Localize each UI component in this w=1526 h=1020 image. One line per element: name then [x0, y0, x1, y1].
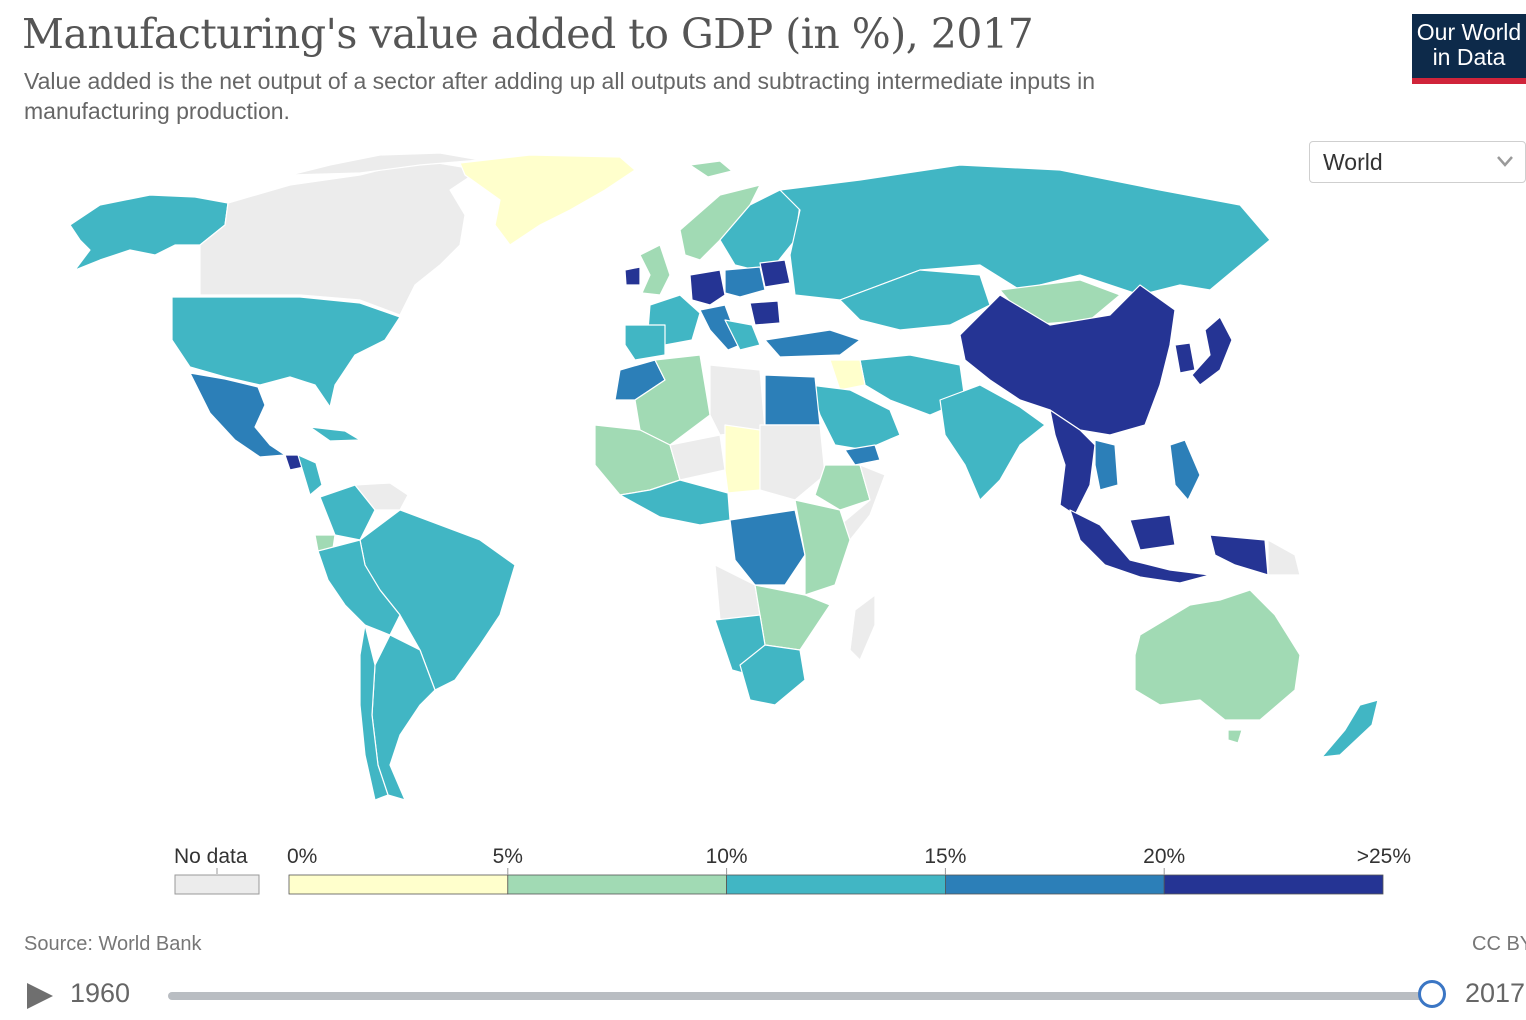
region-egypt[interactable] — [764, 374, 821, 426]
region-korea[interactable] — [1174, 342, 1196, 374]
region-philippines[interactable] — [1169, 439, 1201, 501]
legend-no-data-label: No data — [174, 845, 248, 868]
legend-tick-label: 5% — [493, 845, 523, 868]
region-colombia[interactable] — [319, 484, 376, 541]
region-new-zealand[interactable] — [1321, 699, 1379, 758]
region-india[interactable] — [939, 384, 1046, 501]
legend-tick-label: 15% — [924, 845, 966, 868]
legend-tick-label: 0% — [287, 845, 317, 868]
region-germany[interactable] — [689, 269, 726, 306]
region-belarus[interactable] — [759, 259, 791, 288]
region-mexico[interactable] — [189, 372, 286, 458]
region-romania[interactable] — [749, 300, 781, 326]
timeline: 1960 2017 — [0, 970, 1526, 1020]
region-southern-africa[interactable] — [754, 584, 831, 651]
region-borneo[interactable] — [1129, 514, 1176, 551]
region-new-guinea[interactable] — [1209, 534, 1269, 576]
region-libya[interactable] — [709, 364, 766, 436]
region-australia[interactable] — [1134, 589, 1301, 721]
region-papua-new-guinea[interactable] — [1267, 539, 1301, 576]
region-turkey[interactable] — [764, 329, 861, 358]
region-kazakhstan[interactable] — [839, 269, 991, 331]
region-madagascar[interactable] — [849, 594, 876, 661]
region-balkans[interactable] — [724, 319, 761, 351]
region-indonesia[interactable] — [1069, 509, 1211, 584]
region-canada[interactable] — [199, 159, 481, 316]
region-dropdown-value: World — [1323, 149, 1383, 175]
legend-tick-label: 10% — [706, 845, 748, 868]
source-text: Source: World Bank — [24, 933, 202, 955]
region-greenland[interactable] — [459, 154, 636, 246]
play-icon[interactable] — [24, 980, 56, 1012]
chevron-down-icon — [1497, 156, 1513, 167]
timeline-track[interactable] — [168, 992, 1434, 1000]
legend-bin-swatch[interactable] — [1163, 874, 1384, 895]
region-tasmania[interactable] — [1227, 729, 1243, 744]
world-map — [69, 152, 1379, 801]
legend-end-label: >25% — [1357, 845, 1411, 868]
region-dropdown[interactable]: World — [1309, 141, 1526, 183]
region-chile[interactable] — [359, 624, 389, 801]
region-dr-congo[interactable] — [729, 509, 806, 586]
region-ethiopia[interactable] — [814, 464, 871, 511]
color-legend: No data 0% 5% 10% 15% 20% >25% — [174, 845, 1411, 895]
region-central-america[interactable] — [297, 454, 323, 496]
region-iraq[interactable] — [829, 359, 866, 391]
timeline-end-year: 2017 — [1465, 978, 1526, 1008]
region-ireland[interactable] — [624, 266, 641, 286]
region-usa[interactable] — [171, 296, 401, 408]
region-italy[interactable] — [699, 304, 741, 351]
timeline-start-year: 1960 — [70, 978, 131, 1008]
region-niger[interactable] — [669, 434, 726, 481]
region-china[interactable] — [959, 284, 1176, 436]
legend-no-data-swatch[interactable] — [174, 874, 260, 895]
legend-bin-swatch[interactable] — [726, 874, 946, 895]
region-vietnam[interactable] — [1094, 439, 1119, 491]
logo-line-1: Our World — [1416, 19, 1522, 45]
region-cuba[interactable] — [309, 426, 361, 442]
region-japan[interactable] — [1191, 316, 1233, 386]
region-poland[interactable] — [724, 266, 766, 298]
region-russia[interactable] — [779, 164, 1271, 301]
chart-title: Manufacturing's value added to GDP (in %… — [22, 10, 1034, 58]
region-sudan[interactable] — [759, 424, 826, 501]
legend-bins: 0% 5% 10% 15% 20% >25% — [287, 845, 1411, 895]
region-chad[interactable] — [724, 424, 761, 494]
logo-line-2: in Data — [1432, 44, 1506, 70]
legend-bin-swatch[interactable] — [945, 874, 1165, 895]
region-peru-bolivia[interactable] — [317, 539, 401, 636]
legend-bin-swatch[interactable] — [507, 874, 727, 895]
region-yemen[interactable] — [844, 444, 881, 466]
legend-tick-label: 20% — [1143, 845, 1185, 868]
region-alaska[interactable] — [69, 194, 229, 271]
region-east-africa[interactable] — [794, 499, 851, 596]
region-saudi-arabia[interactable] — [809, 384, 901, 451]
chart-subtitle: Value added is the net output of a secto… — [24, 68, 1096, 124]
region-gulf-of-guinea[interactable] — [619, 479, 731, 526]
logo-red-bar — [1412, 78, 1526, 84]
license-text[interactable]: CC BY — [1472, 933, 1526, 955]
region-spain[interactable] — [624, 324, 666, 361]
legend-bin-swatch[interactable] — [288, 874, 509, 895]
region-canada-islands[interactable] — [289, 152, 481, 176]
region-south-africa[interactable] — [739, 644, 806, 706]
region-uk[interactable] — [639, 244, 671, 296]
region-iceland[interactable] — [689, 160, 733, 178]
owid-logo[interactable]: Our World in Data — [1412, 14, 1526, 84]
timeline-handle[interactable] — [1418, 980, 1446, 1008]
